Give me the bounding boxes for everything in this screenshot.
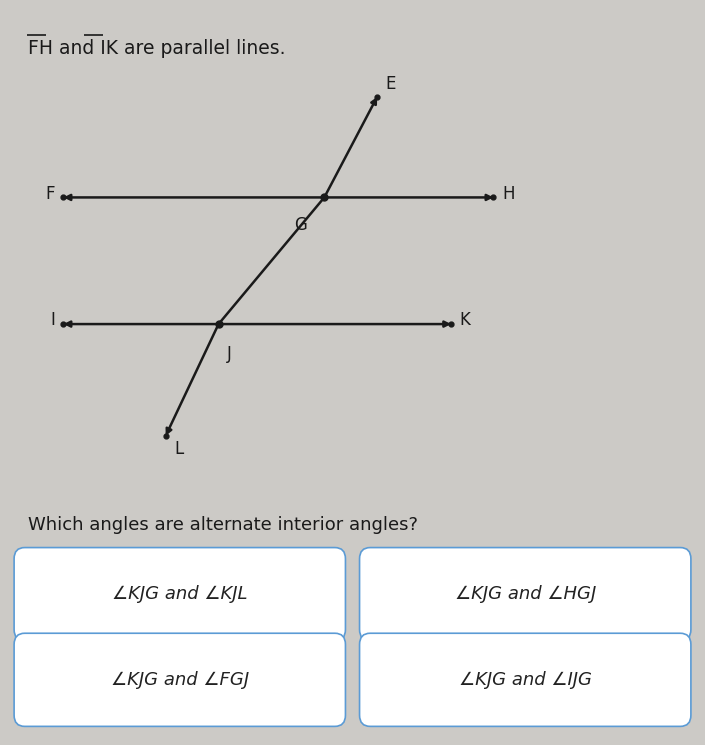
Text: E: E <box>386 75 396 93</box>
Text: ∠KJG and ∠FGJ: ∠KJG and ∠FGJ <box>111 670 249 689</box>
Text: FH and IK are parallel lines.: FH and IK are parallel lines. <box>28 39 286 58</box>
FancyBboxPatch shape <box>14 633 345 726</box>
Text: ∠KJG and ∠KJL: ∠KJG and ∠KJL <box>112 585 247 603</box>
Text: K: K <box>460 311 470 329</box>
Text: H: H <box>502 185 515 203</box>
Text: F: F <box>46 185 55 203</box>
FancyBboxPatch shape <box>360 548 691 641</box>
Text: ∠KJG and ∠HGJ: ∠KJG and ∠HGJ <box>455 585 596 603</box>
FancyBboxPatch shape <box>360 633 691 726</box>
Text: L: L <box>174 440 183 457</box>
Text: ∠KJG and ∠IJG: ∠KJG and ∠IJG <box>459 670 591 689</box>
Text: I: I <box>50 311 55 329</box>
Text: G: G <box>294 216 307 234</box>
Text: Which angles are alternate interior angles?: Which angles are alternate interior angl… <box>28 516 418 534</box>
Text: J: J <box>227 345 232 363</box>
FancyBboxPatch shape <box>14 548 345 641</box>
